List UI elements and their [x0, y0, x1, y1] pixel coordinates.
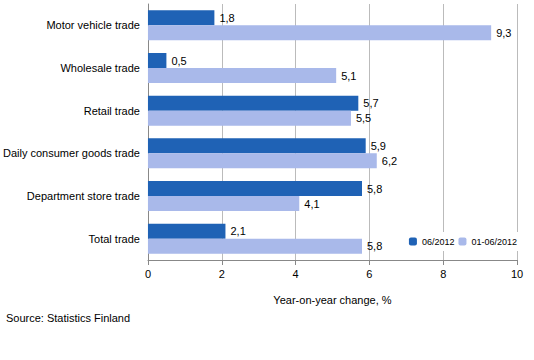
- svg-text:9,3: 9,3: [496, 27, 511, 39]
- svg-text:4,1: 4,1: [304, 198, 319, 210]
- svg-text:Year-on-year change, %: Year-on-year change, %: [273, 294, 391, 306]
- svg-text:2: 2: [219, 268, 225, 280]
- svg-text:5,9: 5,9: [371, 140, 386, 152]
- svg-text:5,8: 5,8: [367, 240, 382, 252]
- svg-text:Department store trade: Department store trade: [27, 190, 140, 202]
- svg-text:1,8: 1,8: [219, 12, 234, 24]
- svg-text:6,2: 6,2: [382, 155, 397, 167]
- svg-text:Daily consumer goods trade: Daily consumer goods trade: [3, 147, 140, 159]
- svg-text:0: 0: [145, 268, 151, 280]
- svg-text:0,5: 0,5: [171, 55, 186, 67]
- svg-text:Source: Statistics Finland: Source: Statistics Finland: [6, 312, 130, 324]
- svg-text:2,1: 2,1: [230, 225, 245, 237]
- svg-text:10: 10: [511, 268, 523, 280]
- svg-text:5,8: 5,8: [367, 183, 382, 195]
- svg-text:Wholesale trade: Wholesale trade: [60, 62, 140, 74]
- svg-text:5,7: 5,7: [363, 97, 378, 109]
- svg-text:01-06/2012: 01-06/2012: [471, 237, 517, 247]
- svg-text:06/2012: 06/2012: [422, 237, 455, 247]
- svg-text:Retail trade: Retail trade: [84, 105, 140, 117]
- svg-text:5,1: 5,1: [341, 70, 356, 82]
- svg-text:5,5: 5,5: [356, 112, 371, 124]
- svg-text:8: 8: [440, 268, 446, 280]
- svg-text:Motor vehicle trade: Motor vehicle trade: [46, 19, 140, 31]
- svg-text:6: 6: [366, 268, 372, 280]
- svg-text:4: 4: [293, 268, 299, 280]
- svg-text:Total trade: Total trade: [89, 233, 140, 245]
